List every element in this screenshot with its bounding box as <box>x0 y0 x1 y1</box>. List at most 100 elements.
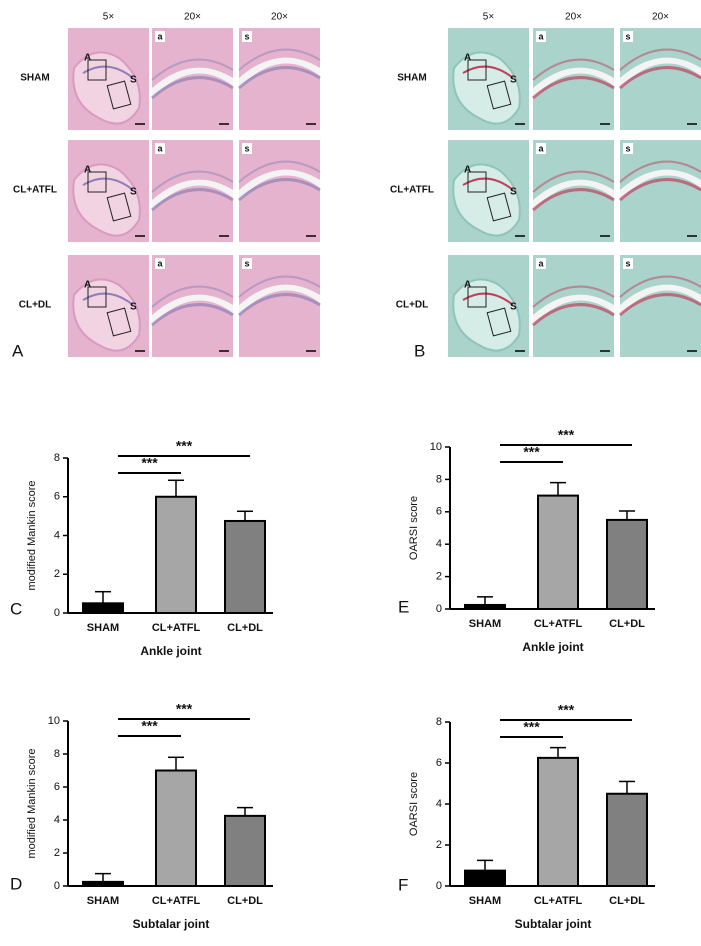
y-tick-label: 6 <box>436 757 442 769</box>
roi-label: A <box>84 165 91 176</box>
y-tick-label: 2 <box>436 571 442 583</box>
joint-space <box>239 284 320 315</box>
y-tick-label: 4 <box>436 538 442 550</box>
inset-tag <box>623 31 633 42</box>
roi-box <box>87 171 107 193</box>
x-tick-label: CL+DL <box>609 895 645 907</box>
row-label: SHAM <box>397 73 426 84</box>
cartilage <box>619 178 701 202</box>
micrograph: AS <box>68 255 149 357</box>
micrograph: AS <box>448 255 529 357</box>
column-header: 20× <box>565 12 582 23</box>
cartilage <box>462 65 514 79</box>
x-axis-title: Ankle joint <box>522 640 583 654</box>
x-axis-title: Subtalar joint <box>515 917 592 931</box>
bar <box>155 495 197 614</box>
micrograph: s <box>238 28 321 130</box>
x-tick-label: CL+ATFL <box>152 622 201 634</box>
bar <box>224 814 266 887</box>
inset-tag <box>155 31 165 42</box>
micrograph: AS <box>448 140 529 242</box>
inset-label: s <box>244 143 249 153</box>
column-header: 5× <box>483 12 495 23</box>
cartilage <box>532 285 615 308</box>
micrograph: s <box>238 255 321 357</box>
roi-box <box>467 286 487 308</box>
panel-label: A <box>12 341 24 360</box>
micrograph: a <box>151 28 234 130</box>
cartilage <box>151 76 234 100</box>
panel-label: D <box>10 874 22 893</box>
bar <box>464 603 506 611</box>
cartilage <box>238 178 321 202</box>
y-tick-label: 6 <box>54 781 60 793</box>
x-tick-label: SHAM <box>87 622 119 634</box>
row-label: CL+ATFL <box>390 185 434 196</box>
inset-label: a <box>157 258 163 268</box>
significance-label: *** <box>176 438 193 454</box>
micrograph: AS <box>68 28 149 130</box>
roi-box <box>486 80 512 110</box>
inset-tag <box>242 31 252 42</box>
inset-label: s <box>244 31 249 41</box>
inset-tag <box>536 31 546 42</box>
micrograph: s <box>238 140 321 242</box>
y-tick-label: 0 <box>54 607 60 619</box>
cartilage <box>462 177 514 191</box>
row-label: CL+DL <box>396 300 429 311</box>
cartilage <box>532 188 615 212</box>
cartilage <box>238 48 321 71</box>
roi-box <box>87 286 107 308</box>
bar <box>537 756 579 887</box>
roi-label: A <box>464 280 471 291</box>
x-axis-title: Subtalar joint <box>133 917 210 931</box>
joint-space <box>620 169 701 200</box>
row-label: CL+ATFL <box>13 185 57 196</box>
cartilage <box>238 66 321 90</box>
significance-label: *** <box>176 701 193 717</box>
y-axis-title: OARSI score <box>408 772 420 836</box>
joint-space <box>533 67 614 98</box>
roi-label: S <box>510 75 517 86</box>
row-label: CL+DL <box>19 300 52 311</box>
cartilage <box>151 170 234 193</box>
inset-tag <box>242 143 252 154</box>
roi-label: S <box>130 75 137 86</box>
cartilage <box>151 285 234 308</box>
cartilage <box>619 275 701 298</box>
roi-label: S <box>510 187 517 198</box>
y-tick-label: 10 <box>430 441 442 453</box>
roi-box <box>486 192 512 222</box>
y-axis-title: OARSI score <box>408 496 420 560</box>
cartilage <box>619 66 701 90</box>
x-tick-label: CL+DL <box>227 895 263 907</box>
significance-label: *** <box>558 427 575 443</box>
roi-box <box>467 171 487 193</box>
micrograph: s <box>619 140 701 242</box>
micrograph: a <box>151 140 234 242</box>
inset-label: a <box>157 31 163 41</box>
y-tick-label: 4 <box>54 529 60 541</box>
inset-tag <box>536 258 546 269</box>
y-tick-label: 8 <box>54 748 60 760</box>
bar <box>606 792 648 887</box>
joint-space <box>152 67 233 98</box>
roi-box <box>106 307 132 337</box>
cartilage <box>619 293 701 317</box>
micrograph: s <box>619 28 701 130</box>
significance-label: *** <box>141 718 158 734</box>
y-tick-label: 6 <box>436 506 442 518</box>
roi-label: S <box>510 302 517 313</box>
bar <box>82 880 124 887</box>
cartilage <box>82 177 134 191</box>
bar <box>464 869 506 887</box>
cartilage <box>619 48 701 71</box>
cartilage <box>238 275 321 298</box>
column-header: 20× <box>184 12 201 23</box>
inset-label: s <box>625 258 630 268</box>
column-header: 20× <box>652 12 669 23</box>
roi-box <box>87 59 107 81</box>
joint-space <box>239 57 320 88</box>
y-tick-label: 8 <box>436 716 442 728</box>
micrograph: a <box>532 28 615 130</box>
